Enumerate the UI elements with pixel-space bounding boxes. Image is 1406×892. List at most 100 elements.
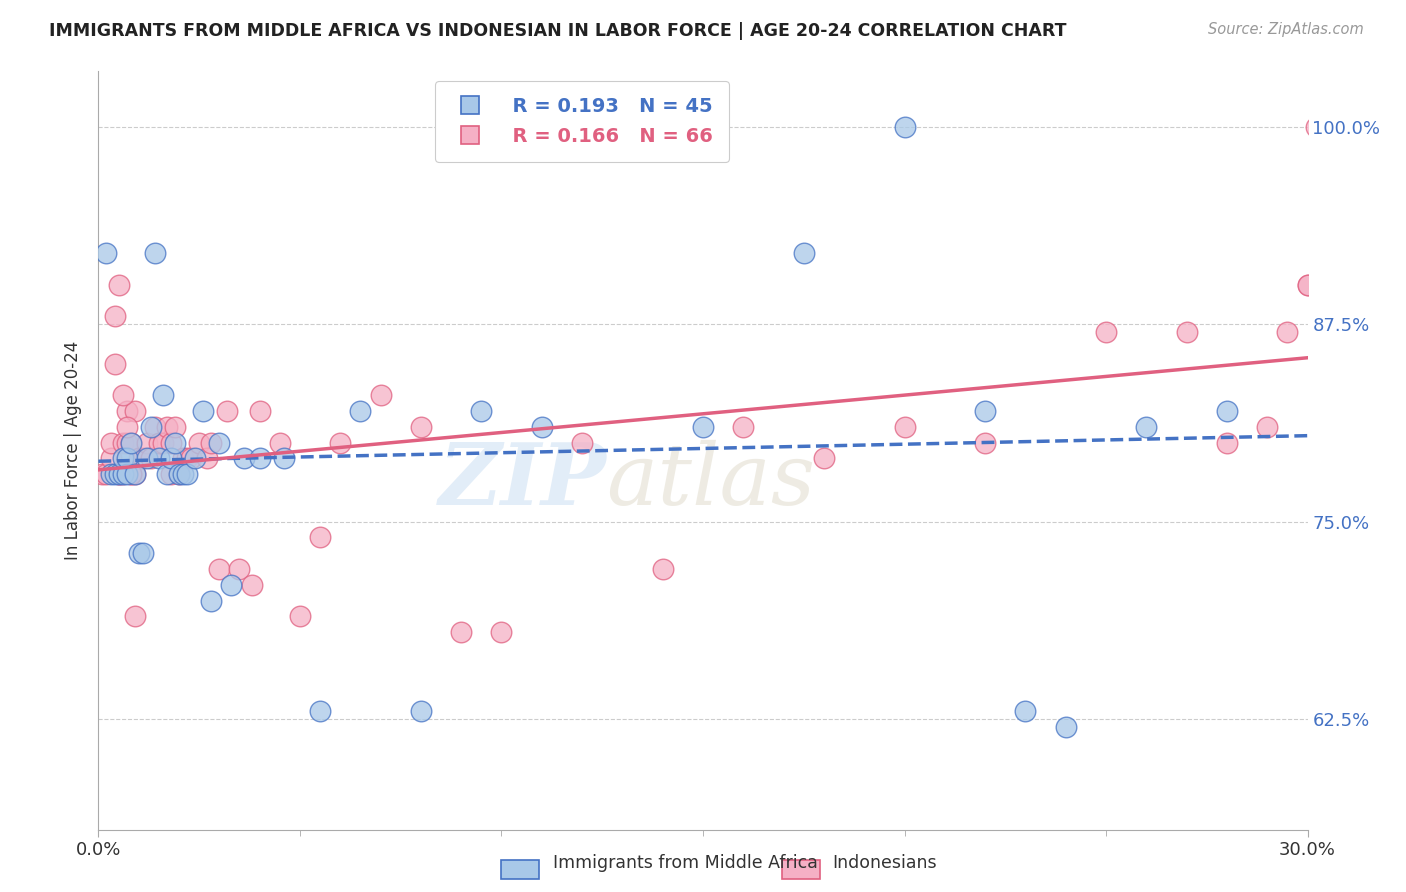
Point xyxy=(813,451,835,466)
Point xyxy=(530,419,553,434)
Point xyxy=(193,404,215,418)
Point xyxy=(1095,325,1118,339)
Text: Source: ZipAtlas.com: Source: ZipAtlas.com xyxy=(1208,22,1364,37)
Point xyxy=(692,419,714,434)
Point xyxy=(1256,419,1278,434)
Point xyxy=(200,435,222,450)
Point xyxy=(249,404,271,418)
Point xyxy=(120,467,142,482)
Point xyxy=(1305,120,1327,134)
Point xyxy=(115,451,138,466)
Point xyxy=(91,467,114,482)
Point xyxy=(115,467,138,482)
Point xyxy=(160,435,183,450)
Point xyxy=(273,451,295,466)
Point xyxy=(1054,720,1077,734)
Point xyxy=(132,451,155,466)
Point xyxy=(1216,404,1239,418)
Point xyxy=(176,467,198,482)
Point xyxy=(124,404,146,418)
Point xyxy=(135,435,157,450)
Point xyxy=(228,562,250,576)
Point xyxy=(893,120,915,134)
Point xyxy=(152,435,174,450)
Point xyxy=(470,404,492,418)
Point xyxy=(156,419,179,434)
Point xyxy=(160,467,183,482)
Point xyxy=(208,562,231,576)
Y-axis label: In Labor Force | Age 20-24: In Labor Force | Age 20-24 xyxy=(65,341,83,560)
FancyBboxPatch shape xyxy=(783,860,821,880)
Point xyxy=(1175,325,1198,339)
Point xyxy=(100,451,122,466)
Point xyxy=(115,419,138,434)
Point xyxy=(200,593,222,607)
Point xyxy=(124,467,146,482)
Point xyxy=(163,419,186,434)
Point xyxy=(124,467,146,482)
Point xyxy=(115,404,138,418)
Point xyxy=(309,530,332,544)
Point xyxy=(208,435,231,450)
Point xyxy=(370,388,392,402)
Point xyxy=(143,246,166,260)
Point xyxy=(115,435,138,450)
Point xyxy=(135,451,157,466)
FancyBboxPatch shape xyxy=(501,860,540,880)
Point xyxy=(733,419,755,434)
Point xyxy=(111,467,134,482)
Point xyxy=(107,277,129,292)
Point xyxy=(103,357,125,371)
Point xyxy=(221,578,243,592)
Point xyxy=(128,546,150,560)
Point xyxy=(128,451,150,466)
Point xyxy=(120,467,142,482)
Text: IMMIGRANTS FROM MIDDLE AFRICA VS INDONESIAN IN LABOR FORCE | AGE 20-24 CORRELATI: IMMIGRANTS FROM MIDDLE AFRICA VS INDONES… xyxy=(49,22,1067,40)
Point xyxy=(111,451,134,466)
Legend:   R = 0.193   N = 45,   R = 0.166   N = 66: R = 0.193 N = 45, R = 0.166 N = 66 xyxy=(436,81,728,161)
Point xyxy=(107,467,129,482)
Point xyxy=(232,451,254,466)
Point xyxy=(176,451,198,466)
Point xyxy=(1277,325,1299,339)
Point xyxy=(1216,435,1239,450)
Point xyxy=(107,467,129,482)
Point xyxy=(329,435,352,450)
Point xyxy=(172,467,194,482)
Point xyxy=(163,435,186,450)
Point xyxy=(148,435,170,450)
Point xyxy=(160,451,183,466)
Point xyxy=(132,546,155,560)
Point xyxy=(571,435,593,450)
Point xyxy=(409,419,432,434)
Point xyxy=(974,435,997,450)
Point xyxy=(111,467,134,482)
Point xyxy=(139,451,162,466)
Point xyxy=(180,451,202,466)
Point xyxy=(195,451,218,466)
Text: atlas: atlas xyxy=(606,440,815,522)
Point xyxy=(269,435,291,450)
Point xyxy=(651,562,673,576)
Text: Indonesians: Indonesians xyxy=(832,855,936,872)
Point xyxy=(167,467,190,482)
Point xyxy=(1014,704,1036,718)
Point xyxy=(167,467,190,482)
Point xyxy=(103,309,125,323)
Point xyxy=(96,246,118,260)
Point xyxy=(1135,419,1157,434)
Point xyxy=(120,435,142,450)
Point xyxy=(974,404,997,418)
Point xyxy=(793,246,815,260)
Point xyxy=(107,467,129,482)
Point xyxy=(1296,277,1319,292)
Point xyxy=(143,419,166,434)
Point xyxy=(100,467,122,482)
Point xyxy=(139,419,162,434)
Point xyxy=(240,578,263,592)
Point xyxy=(1296,277,1319,292)
Point xyxy=(100,435,122,450)
Point xyxy=(288,609,311,624)
Point xyxy=(612,120,634,134)
Point xyxy=(172,451,194,466)
